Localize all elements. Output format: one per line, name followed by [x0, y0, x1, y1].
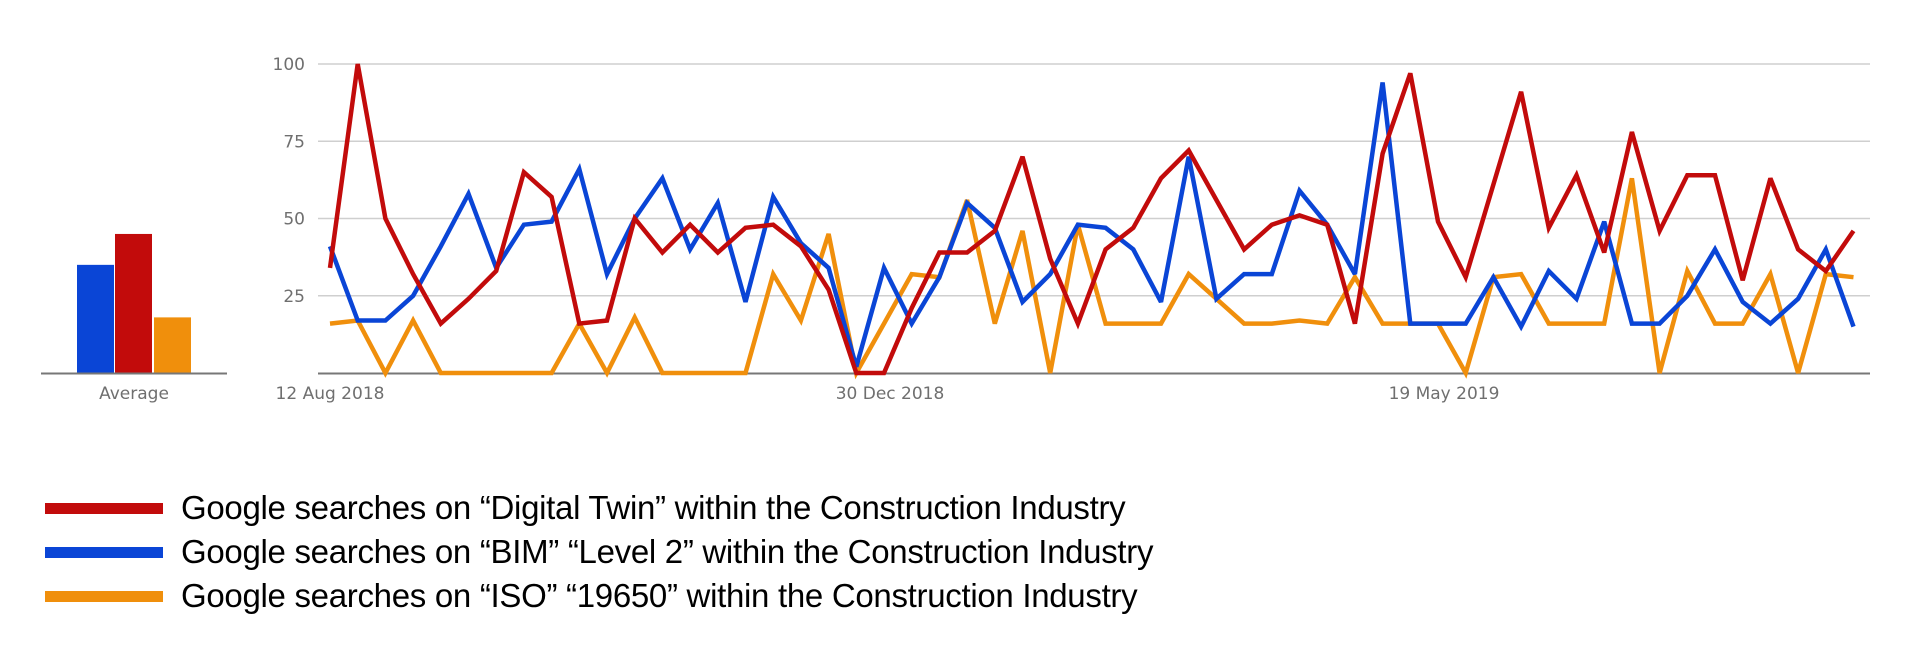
average-bar-iso-19650 — [154, 317, 191, 373]
average-bar-chart: Average — [41, 233, 227, 404]
legend: Google searches on “Digital Twin” within… — [45, 486, 1154, 618]
average-bar-bim-level-2 — [77, 264, 114, 373]
x-axis-ticks: 12 Aug 2018 30 Dec 2018 19 May 2019 — [276, 384, 1500, 404]
legend-item-iso-19650: Google searches on “ISO” “19650” within … — [45, 574, 1153, 618]
legend-label: Google searches on “Digital Twin” within… — [181, 489, 1126, 526]
y-tick-label: 25 — [283, 287, 305, 307]
legend-swatch-red — [45, 502, 163, 514]
y-axis-ticks: 100 75 50 25 — [273, 55, 305, 307]
trends-chart: Average 100 75 50 25 12 Aug 2018 30 Dec 2018… — [41, 55, 1870, 404]
series-iso-19650 — [329, 177, 1854, 380]
legend-item-bim-level-2: Google searches on “BIM” “Level 2” withi… — [45, 530, 1154, 574]
line-series — [327, 63, 1856, 380]
series-digital-twin — [327, 63, 1856, 376]
series-line-iso-19650 — [329, 177, 1854, 380]
average-label: Average — [99, 384, 169, 404]
x-tick-label: 19 May 2019 — [1389, 384, 1500, 404]
legend-item-digital-twin: Google searches on “Digital Twin” within… — [45, 486, 1153, 530]
legend-swatch-orange — [45, 590, 163, 602]
average-bar-digital-twin — [115, 233, 152, 373]
y-tick-label: 100 — [273, 55, 305, 75]
series-line-digital-twin — [327, 63, 1856, 376]
y-tick-label: 50 — [283, 210, 305, 230]
x-tick-label: 12 Aug 2018 — [276, 384, 385, 404]
x-tick-label: 30 Dec 2018 — [836, 384, 945, 404]
legend-swatch-blue — [45, 546, 163, 558]
legend-label: Google searches on “ISO” “19650” within … — [181, 577, 1138, 614]
y-tick-label: 75 — [283, 132, 305, 152]
legend-label: Google searches on “BIM” “Level 2” withi… — [181, 533, 1154, 570]
gridlines — [318, 63, 1870, 375]
